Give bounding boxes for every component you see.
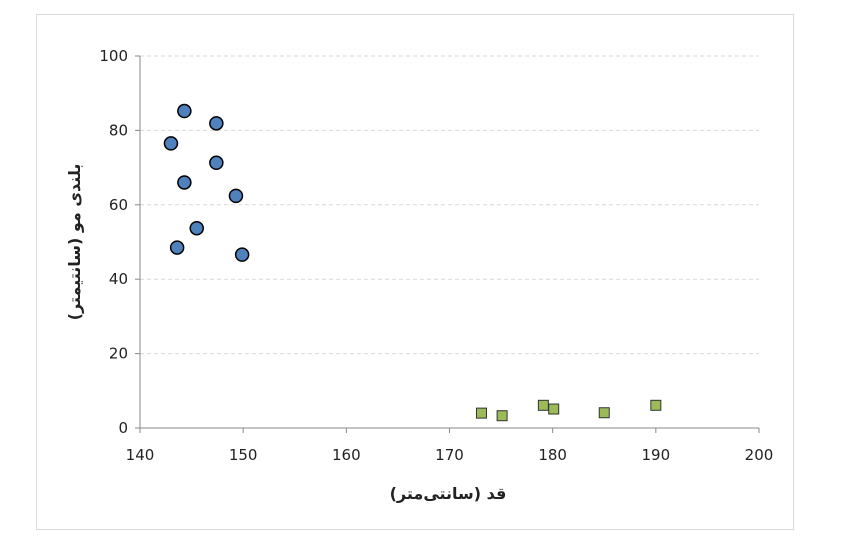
gridlines (140, 55, 759, 355)
square-point (496, 410, 508, 422)
circle-point (177, 175, 192, 190)
square-point (548, 403, 560, 415)
x-tick-label: 150 (229, 446, 258, 464)
circle-point (177, 103, 192, 119)
square-point (598, 407, 610, 419)
x-tick-label: 200 (745, 446, 774, 464)
x-tick-label: 160 (332, 446, 361, 464)
x-tick-labels: 140 150 160 170 180 190 200 (126, 446, 774, 464)
x-tick-label: 180 (538, 446, 567, 464)
circle-point (228, 188, 244, 204)
y-tick-label: 60 (109, 196, 128, 214)
y-tick-label: 100 (99, 47, 128, 65)
y-tick-labels: 0 20 40 60 80 100 (99, 47, 128, 437)
circle-point (234, 247, 250, 262)
square-point (537, 399, 549, 411)
y-axis-title: بلندی مو (سانتیمتر) (65, 164, 84, 321)
chart-frame (36, 14, 794, 530)
y-tick-label: 20 (109, 345, 128, 363)
x-tick-label: 170 (435, 446, 464, 464)
data-points (163, 103, 662, 422)
square-point (650, 399, 662, 411)
y-tick-label: 40 (109, 270, 128, 288)
circle-point (189, 220, 204, 236)
circle-point (163, 136, 179, 151)
y-tick-label: 80 (109, 121, 128, 139)
y-tick-label: 0 (118, 419, 128, 437)
x-tick-label: 190 (642, 446, 671, 464)
circle-point (209, 116, 224, 131)
square-point (475, 407, 487, 419)
circle-point (209, 155, 224, 171)
x-tick-label: 140 (126, 446, 155, 464)
axes (135, 55, 760, 433)
x-axis-title: قد (سانتی‌متر) (390, 484, 507, 503)
circle-point (169, 240, 185, 255)
